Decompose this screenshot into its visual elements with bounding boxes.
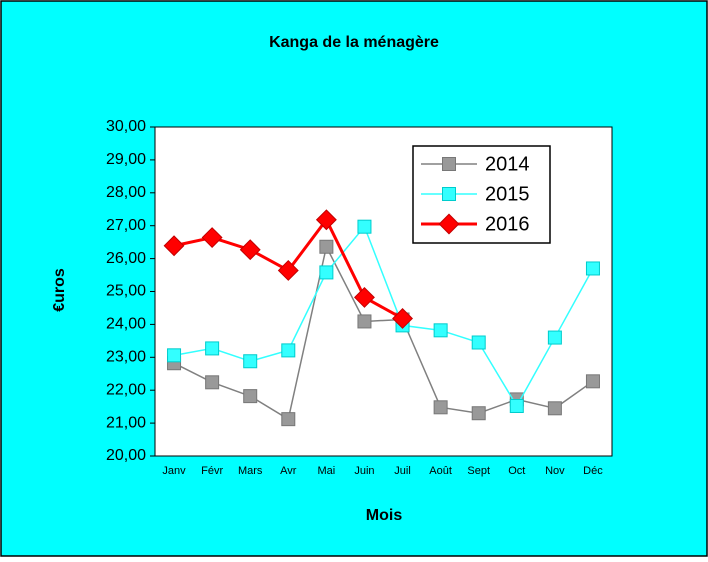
marker [319, 265, 334, 280]
marker [243, 354, 258, 369]
y-tick-label: 20,00 [106, 447, 146, 464]
marker [163, 235, 185, 257]
marker [547, 401, 562, 416]
legend-label: 2015 [485, 183, 530, 205]
marker [433, 400, 448, 415]
x-tick-label: Févr [201, 465, 223, 477]
legend-marker [438, 213, 460, 235]
y-tick-label: 21,00 [106, 414, 146, 431]
legend-label: 2016 [485, 213, 530, 235]
marker [509, 398, 524, 413]
marker [281, 343, 296, 358]
marker [281, 412, 296, 427]
marker [319, 239, 334, 254]
marker [585, 261, 600, 276]
y-tick-label: 22,00 [106, 381, 146, 398]
marker [547, 330, 562, 345]
x-tick-label: Déc [583, 465, 603, 477]
marker [354, 286, 375, 308]
marker [315, 209, 337, 231]
x-tick-label: Sept [467, 465, 490, 477]
x-tick-label: Oct [508, 465, 525, 477]
marker [239, 239, 261, 261]
marker [167, 348, 182, 363]
y-tick-label: 27,00 [106, 217, 146, 234]
x-tick-label: Août [429, 465, 452, 477]
x-tick-label: Mai [318, 465, 336, 477]
marker [585, 374, 600, 389]
marker [277, 259, 299, 281]
marker [471, 335, 486, 350]
x-axis-title: Mois [366, 507, 403, 524]
y-tick-label: 29,00 [106, 151, 146, 168]
marker [205, 375, 220, 390]
marker [357, 219, 372, 234]
y-tick-label: 23,00 [106, 349, 146, 366]
y-tick-label: 28,00 [106, 184, 146, 201]
x-tick-label: Nov [545, 465, 565, 477]
marker [201, 227, 223, 249]
legend-marker [442, 187, 456, 201]
y-axis-title: €uros [51, 268, 68, 312]
y-tick-label: 24,00 [106, 316, 146, 333]
marker [243, 389, 258, 404]
x-tick-label: Mars [238, 465, 263, 477]
y-tick-label: 26,00 [106, 250, 146, 267]
legend-label: 2014 [485, 153, 530, 175]
x-tick-label: Juin [354, 465, 374, 477]
y-tick-label: 25,00 [106, 283, 146, 300]
x-tick-label: Juil [394, 465, 411, 477]
marker [205, 341, 220, 356]
marker [471, 406, 486, 421]
marker [433, 323, 448, 338]
chart-title: Kanga de la ménagère [269, 34, 439, 51]
x-tick-label: Avr [280, 465, 297, 477]
x-tick-label: Janv [162, 465, 186, 477]
y-tick-label: 30,00 [106, 118, 146, 135]
marker [392, 308, 413, 329]
marker [357, 314, 372, 329]
legend-marker [442, 157, 456, 171]
